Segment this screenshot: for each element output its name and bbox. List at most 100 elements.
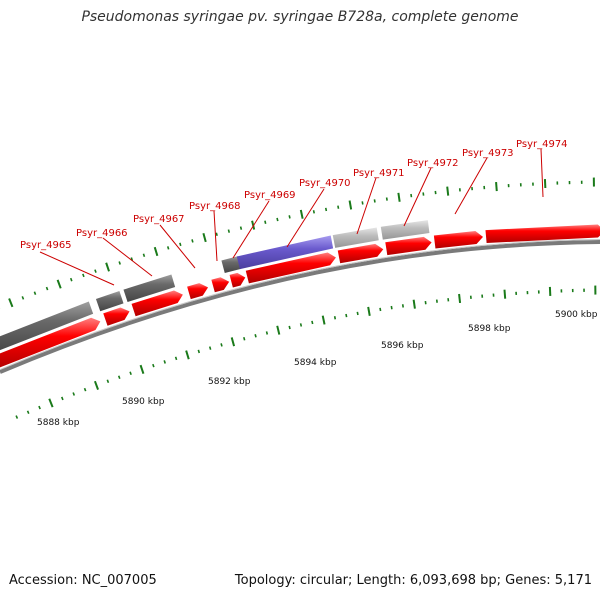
forward-gene-arrow[interactable] bbox=[211, 277, 230, 293]
major-tick bbox=[348, 200, 353, 210]
minor-tick bbox=[106, 379, 110, 384]
minor-tick bbox=[373, 199, 376, 203]
gene-leader-line bbox=[286, 188, 325, 248]
scale-label: 5900 kbp bbox=[555, 310, 598, 320]
gene-label[interactable]: Psyr_4965 bbox=[20, 240, 72, 251]
scale-label: 5890 kbp bbox=[122, 397, 165, 407]
reverse-gene-block[interactable] bbox=[332, 227, 379, 248]
forward-gene-arrow[interactable] bbox=[187, 283, 209, 300]
major-tick bbox=[412, 299, 416, 309]
major-tick bbox=[367, 306, 371, 317]
reverse-gene-block[interactable] bbox=[236, 235, 334, 270]
scale-label: 5888 kbp bbox=[37, 418, 80, 428]
minor-tick bbox=[288, 215, 291, 219]
minor-tick bbox=[337, 205, 340, 209]
major-tick bbox=[503, 289, 507, 299]
scale-label: 5898 kbp bbox=[468, 324, 511, 334]
minor-tick bbox=[299, 323, 303, 327]
minor-tick bbox=[191, 239, 194, 243]
forward-gene-arrow[interactable] bbox=[0, 317, 101, 370]
gene-label[interactable]: Psyr_4974 bbox=[516, 139, 568, 150]
reverse-gene-block[interactable] bbox=[0, 301, 94, 356]
inner-tick-track bbox=[15, 285, 597, 419]
minor-tick bbox=[390, 305, 393, 310]
minor-tick bbox=[72, 392, 76, 396]
reverse-gene-block[interactable] bbox=[95, 291, 124, 312]
minor-tick bbox=[311, 320, 314, 325]
major-tick bbox=[139, 364, 145, 374]
minor-tick bbox=[324, 207, 328, 212]
gene-label[interactable]: Psyr_4970 bbox=[299, 178, 351, 189]
minor-tick bbox=[356, 311, 359, 316]
gene-label[interactable]: Psyr_4972 bbox=[407, 158, 459, 169]
minor-tick bbox=[345, 313, 348, 318]
gene-label[interactable]: Psyr_4971 bbox=[353, 168, 405, 179]
forward-gene-arrow[interactable] bbox=[131, 290, 183, 317]
minor-tick bbox=[118, 261, 121, 265]
reverse-gene-block[interactable] bbox=[380, 220, 430, 240]
major-tick bbox=[321, 315, 326, 325]
minor-tick bbox=[174, 356, 178, 361]
forward-gene-arrow[interactable] bbox=[485, 224, 600, 244]
reverse-gene-block[interactable] bbox=[123, 274, 176, 302]
forward-gene-arrow[interactable] bbox=[229, 272, 246, 288]
minor-tick bbox=[239, 226, 243, 230]
minor-tick bbox=[21, 296, 25, 300]
minor-tick bbox=[117, 375, 121, 379]
minor-tick bbox=[179, 242, 182, 247]
gene-leader-line bbox=[403, 167, 432, 227]
scale-label: 5894 kbp bbox=[294, 358, 337, 368]
forward-gene-arrow[interactable] bbox=[337, 243, 384, 264]
minor-tick bbox=[15, 415, 19, 419]
minor-tick bbox=[142, 253, 146, 258]
major-tick bbox=[8, 298, 14, 308]
scale-label: 5896 kbp bbox=[381, 341, 424, 351]
minor-tick bbox=[152, 363, 155, 368]
minor-tick bbox=[166, 246, 170, 250]
minor-tick bbox=[379, 307, 382, 312]
minor-tick bbox=[197, 349, 201, 354]
genome-backbone bbox=[0, 240, 600, 374]
minor-tick bbox=[312, 210, 315, 214]
minor-tick bbox=[288, 325, 291, 330]
minor-tick bbox=[45, 286, 49, 291]
major-tick bbox=[458, 293, 462, 304]
minor-tick bbox=[333, 316, 337, 320]
gene-label[interactable]: Psyr_4973 bbox=[462, 148, 514, 159]
gene-leader-line bbox=[159, 224, 196, 269]
minor-tick bbox=[227, 229, 231, 233]
major-tick bbox=[495, 181, 498, 192]
major-tick bbox=[446, 186, 450, 196]
gene-label[interactable]: Psyr_4967 bbox=[133, 214, 185, 225]
forward-gene-arrow[interactable] bbox=[245, 252, 336, 284]
major-tick bbox=[185, 350, 190, 360]
outer-tick-track bbox=[0, 177, 595, 309]
forward-gene-arrow[interactable] bbox=[385, 236, 432, 256]
major-tick bbox=[251, 220, 256, 230]
minor-tick bbox=[243, 336, 246, 341]
major-tick bbox=[105, 262, 110, 272]
minor-tick bbox=[220, 343, 223, 347]
minor-tick bbox=[61, 396, 64, 401]
major-tick bbox=[202, 232, 207, 243]
gene-leader-line bbox=[39, 251, 115, 286]
minor-tick bbox=[265, 331, 269, 335]
forward-gene-arrow[interactable] bbox=[103, 307, 130, 326]
gene-label[interactable]: Psyr_4968 bbox=[189, 201, 241, 212]
major-tick bbox=[153, 246, 159, 257]
minor-tick bbox=[82, 273, 85, 278]
major-tick bbox=[276, 325, 281, 335]
gene-label[interactable]: Psyr_4969 bbox=[244, 190, 296, 201]
major-tick bbox=[48, 398, 54, 408]
major-tick bbox=[397, 192, 401, 202]
gene-leader-line bbox=[102, 237, 153, 277]
major-tick bbox=[230, 337, 236, 347]
minor-tick bbox=[129, 371, 132, 376]
gene-label[interactable]: Psyr_4966 bbox=[76, 228, 128, 239]
reverse-gene-block[interactable] bbox=[221, 256, 241, 274]
forward-gene-arrow[interactable] bbox=[433, 231, 484, 249]
minor-tick bbox=[264, 220, 267, 225]
minor-tick bbox=[276, 217, 279, 222]
minor-tick bbox=[94, 269, 97, 273]
